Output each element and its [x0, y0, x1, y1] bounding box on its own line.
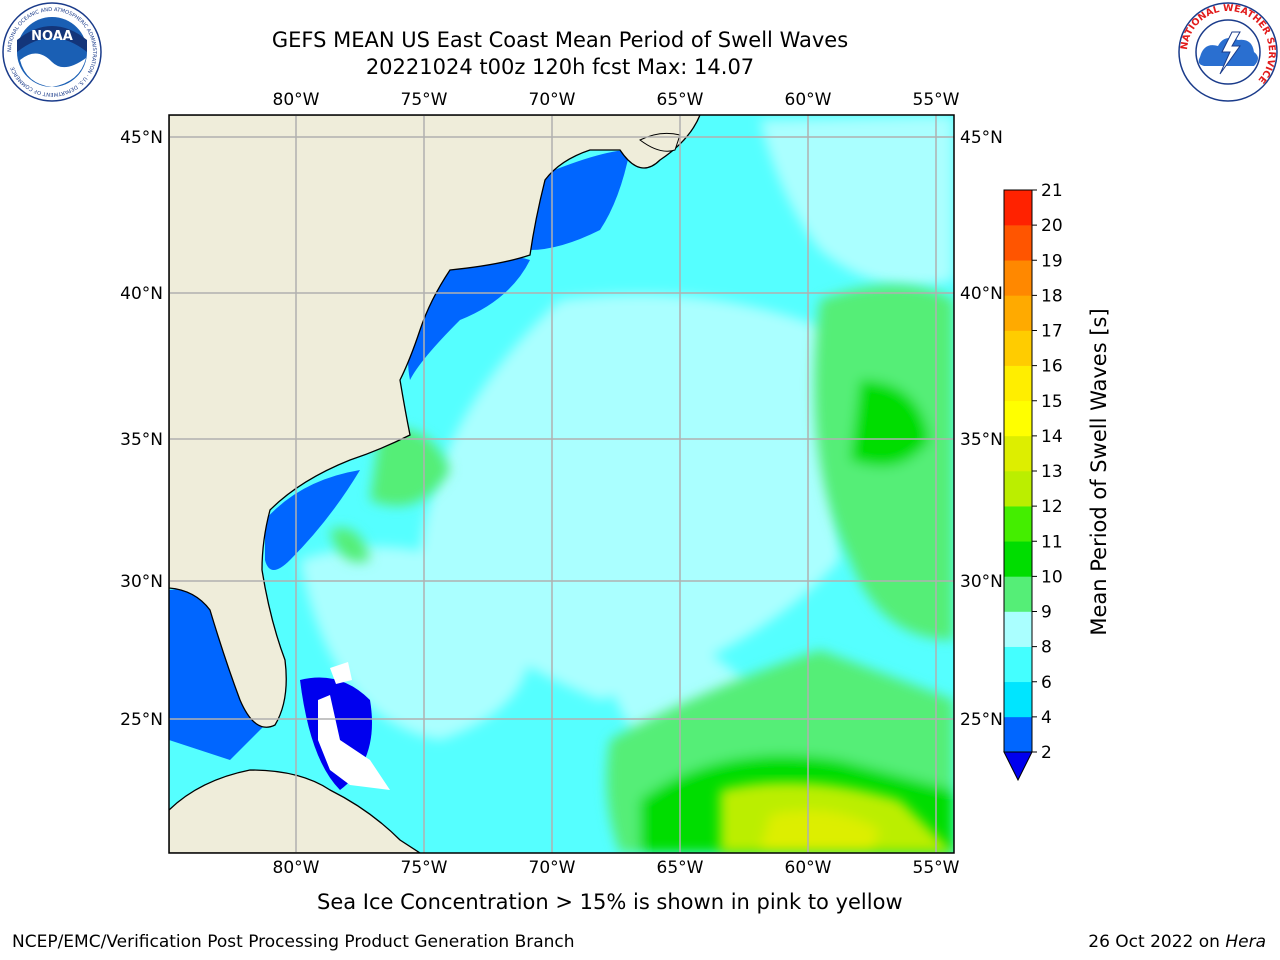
colorbar-tick-label: 14 [1041, 427, 1063, 447]
lat-label: 45°N [960, 128, 1003, 148]
lat-label: 30°N [960, 572, 1003, 592]
noaa-logo-text: NOAA [31, 29, 73, 44]
colorbar-segment [1004, 646, 1032, 683]
colorbar-segment [1004, 435, 1032, 472]
colorbar-tick-label: 15 [1041, 392, 1063, 412]
colorbar-segment [1004, 506, 1032, 542]
colorbar-tick-label: 9 [1041, 603, 1052, 623]
colorbar-tick-label: 10 [1041, 567, 1063, 587]
colorbar-segment [1004, 681, 1032, 718]
colorbar-tick-label: 6 [1041, 673, 1052, 693]
colorbar-segment [1004, 330, 1032, 366]
map-panel [169, 115, 954, 853]
lon-label: 60°W [785, 858, 832, 878]
colorbar-tick-label: 17 [1041, 322, 1063, 342]
colorbar-tick-label: 21 [1041, 181, 1063, 201]
lat-label: 35°N [960, 430, 1003, 450]
colorbar-segment [1004, 365, 1032, 402]
footer-org: NCEP/EMC/Verification Post Processing Pr… [12, 932, 575, 952]
lon-label: 60°W [785, 90, 832, 110]
lon-label: 55°W [913, 858, 960, 878]
colorbar-label: Mean Period of Swell Waves [s] [1087, 308, 1111, 635]
noaa-logo: NOAA NATIONAL OCEANIC AND ATMOSPHERIC AD… [2, 2, 102, 102]
colorbar-segment [1004, 471, 1032, 507]
chart-title: GEFS MEAN US East Coast Mean Period of S… [271, 28, 849, 52]
map-grid [169, 115, 954, 853]
colorbar-segment [1004, 541, 1032, 577]
colorbar-under-arrow [1003, 751, 1033, 782]
colorbar-segment [1004, 295, 1032, 331]
footer-host: Hera [1225, 932, 1266, 952]
colorbar-tick-label: 18 [1041, 286, 1063, 306]
colorbar-tick-label: 2 [1041, 743, 1052, 763]
lon-label: 75°W [401, 858, 448, 878]
colorbar-segment [1004, 400, 1032, 437]
lon-labels-bottom: 80°W 75°W 70°W 65°W 60°W 55°W [273, 858, 960, 878]
colorbar-segment [1004, 225, 1032, 261]
footer-date-text: 26 Oct 2022 on [1088, 932, 1220, 952]
colorbar-segment [1004, 190, 1032, 226]
lat-label: 25°N [120, 710, 163, 730]
lon-label: 70°W [529, 90, 576, 110]
lon-label: 65°W [657, 858, 704, 878]
lat-label: 40°N [960, 284, 1003, 304]
colorbar-tick-label: 20 [1041, 216, 1063, 236]
lat-label: 40°N [120, 284, 163, 304]
lat-labels-left: 45°N 40°N 35°N 30°N 25°N [120, 128, 163, 730]
colorbar-tick-label: 8 [1041, 638, 1052, 658]
colorbar-tick-label: 4 [1041, 708, 1052, 728]
colorbar-tick-label: 13 [1041, 462, 1063, 482]
colorbar-segment [1004, 260, 1032, 296]
lat-label: 30°N [120, 572, 163, 592]
colorbar-tick-label: 12 [1041, 497, 1063, 517]
lon-labels-top: 80°W 75°W 70°W 65°W 60°W 55°W [273, 90, 960, 110]
lat-labels-right: 45°N 40°N 35°N 30°N 25°N [960, 128, 1003, 730]
period-field-12-13 [720, 782, 954, 853]
chart-subtitle: 20221024 t00z 120h fcst Max: 14.07 [365, 55, 755, 79]
map-frame [168, 114, 955, 854]
lon-label: 80°W [273, 90, 320, 110]
lat-label: 45°N [120, 128, 163, 148]
colorbar-segment [1004, 716, 1032, 753]
lon-label: 80°W [273, 858, 320, 878]
lon-label: 55°W [913, 90, 960, 110]
colorbar-tick-label: 11 [1041, 532, 1063, 552]
nws-logo: NATIONAL WEATHER SERVICE [1178, 2, 1278, 102]
lon-label: 75°W [401, 90, 448, 110]
colorbar: 2 4 6 8 9 10 11 12 13 14 15 16 17 18 19 20 21 [1003, 181, 1063, 782]
lat-label: 35°N [120, 430, 163, 450]
sea-ice-note: Sea Ice Concentration > 15% is shown in … [317, 890, 903, 914]
colorbar-tick-label: 19 [1041, 251, 1063, 271]
lat-label: 25°N [960, 710, 1003, 730]
footer-date: 26 Oct 2022 on Hera [1088, 932, 1266, 952]
lon-label: 70°W [529, 858, 576, 878]
bahamas-banks [318, 662, 390, 790]
colorbar-tick-label: 16 [1041, 357, 1063, 377]
colorbar-segment [1004, 611, 1032, 647]
colorbar-segment [1004, 576, 1032, 612]
lon-label: 65°W [657, 90, 704, 110]
